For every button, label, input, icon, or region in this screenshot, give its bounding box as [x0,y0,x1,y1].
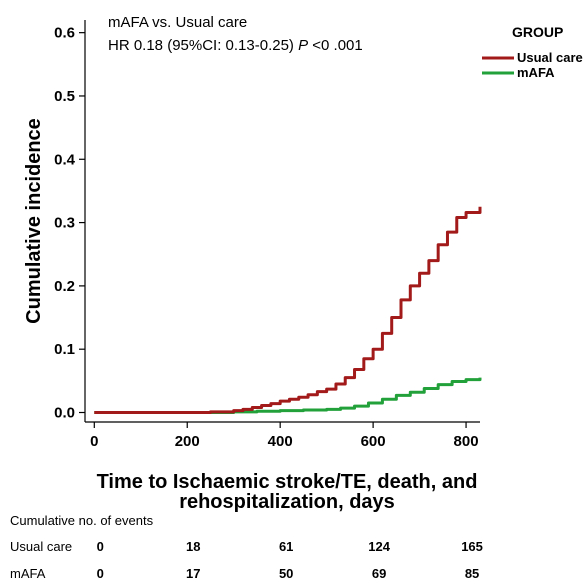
y-axis-title: Cumulative incidence [23,118,45,324]
risk-value: 50 [279,566,293,581]
x-axis-title-line2: rehospitalization, days [179,491,395,513]
y-tick-label: 0.0 [54,405,75,422]
risk-value: 124 [368,539,390,554]
series-lines [94,206,482,415]
y-tick-label: 0.5 [54,88,75,105]
y-tick-label: 0.1 [54,341,75,358]
series-line-usual-care [94,206,482,415]
x-tick-label: 200 [175,433,200,450]
risk-table-title: Cumulative no. of events [10,513,154,528]
y-tick-label: 0.6 [54,25,75,42]
p-value: <0 .001 [308,37,363,54]
x-axis-title-line1: Time to Ischaemic stroke/TE, death, and [97,471,478,493]
hazard-ratio-text: HR 0.18 (95%CI: 0.13-0.25) [108,37,298,54]
risk-value: 69 [372,566,386,581]
risk-value: 17 [186,566,200,581]
risk-row-label-mafa: mAFA [10,566,46,581]
risk-row-label-usual-care: Usual care [10,539,72,554]
y-tick-label: 0.2 [54,278,75,295]
risk-table: Cumulative no. of events Usual care 0 18 61… [10,513,483,581]
risk-table-rows: Usual care 0 18 61 124 165 mAFA 0 17 50 69 85 [10,539,483,581]
series-line-mafa [94,377,482,415]
x-ticks: 0 200 400 600 800 [90,422,479,450]
y-ticks: 0.0 0.1 0.2 0.3 0.4 0.5 0.6 [54,25,85,422]
x-tick-label: 400 [268,433,293,450]
p-symbol: P [298,37,308,54]
legend: GROUP Usual care mAFA [482,24,583,80]
y-tick-label: 0.3 [54,215,75,232]
hazard-ratio-annotation: HR 0.18 (95%CI: 0.13-0.25) P <0 .001 [108,37,363,54]
x-tick-label: 800 [454,433,479,450]
legend-label-usual-care: Usual care [517,50,583,65]
comparison-annotation: mAFA vs. Usual care [108,14,247,31]
risk-value: 18 [186,539,200,554]
risk-value: 0 [97,566,104,581]
x-tick-label: 0 [90,433,98,450]
risk-value: 165 [461,539,483,554]
risk-value: 0 [97,539,104,554]
y-tick-label: 0.4 [54,151,76,168]
legend-label-mafa: mAFA [517,65,555,80]
risk-value: 61 [279,539,293,554]
risk-value: 85 [465,566,479,581]
x-tick-label: 600 [361,433,386,450]
legend-title: GROUP [512,24,563,40]
